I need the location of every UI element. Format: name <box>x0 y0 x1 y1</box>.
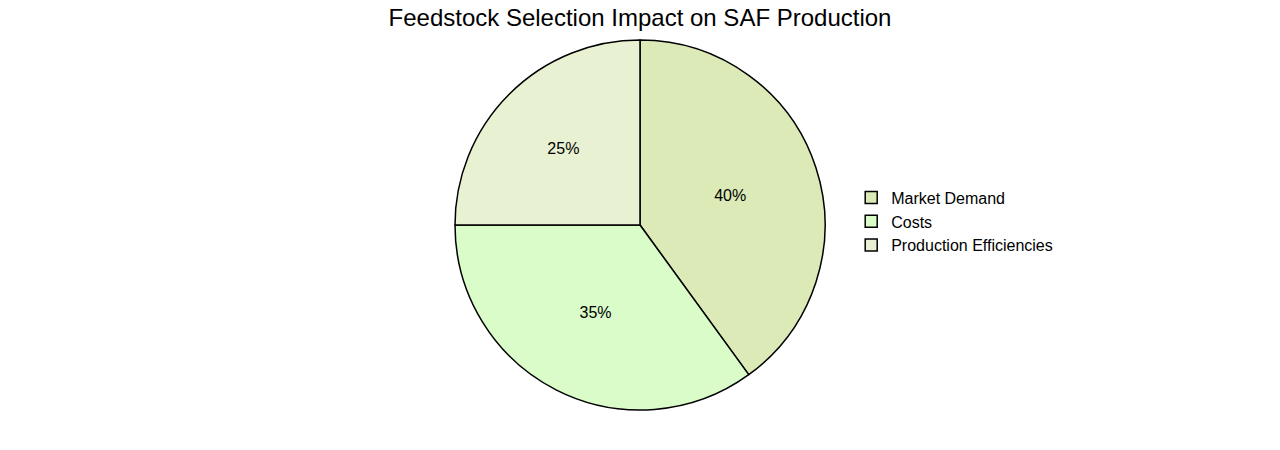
svg-text:25%: 25% <box>547 140 579 157</box>
svg-text:35%: 35% <box>580 304 612 321</box>
svg-text:Feedstock Selection Impact on: Feedstock Selection Impact on SAF Produc… <box>389 4 892 31</box>
svg-text:Production Efficiencies: Production Efficiencies <box>891 237 1053 254</box>
svg-text:Costs: Costs <box>891 214 932 231</box>
svg-text:40%: 40% <box>714 187 746 204</box>
svg-text:Market Demand: Market Demand <box>891 190 1005 207</box>
